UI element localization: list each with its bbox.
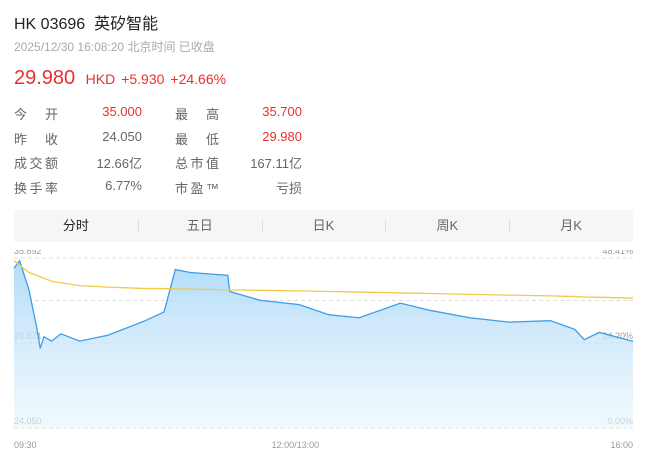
- y-tick-label: 35.692: [14, 250, 42, 256]
- stat-row: 昨收 24.050 最低 29.980: [14, 129, 314, 149]
- stat-value: 29.980: [262, 128, 302, 144]
- tab[interactable]: 周K: [385, 210, 509, 242]
- x-tick-label: 12:00/13:00: [272, 440, 320, 450]
- average-line: [13, 260, 634, 299]
- x-tick-label: 09:30: [14, 440, 37, 450]
- price-line: [13, 259, 634, 349]
- x-tick-label: 16:00: [610, 440, 633, 450]
- stat-label: 市盈™: [175, 180, 219, 196]
- stat-row: 成交额 12.66亿 总市值 167.11亿: [14, 153, 314, 173]
- price-area: [14, 260, 633, 428]
- y2-tick-label: 48.41%: [602, 250, 633, 256]
- tabs: 分时 五日 日K 周K 月K: [14, 210, 633, 242]
- change: +5.930: [121, 71, 165, 87]
- stat-label: 昨收: [14, 131, 58, 147]
- stat-value: 亏损: [275, 180, 302, 196]
- stat-value: 35.000: [102, 104, 142, 119]
- stat-label: 换手率: [14, 180, 58, 196]
- stock-name: 英矽智能: [94, 16, 159, 33]
- stat-label: 最低: [175, 131, 219, 147]
- stat-value: 6.77%: [105, 177, 142, 193]
- quote: 29.980 HKD +5.930 +24.66%: [14, 67, 232, 90]
- stat-value: 35.700: [262, 104, 302, 119]
- tab[interactable]: 日K: [261, 210, 386, 242]
- stat-label: 成交额: [14, 156, 58, 171]
- price: 29.980: [14, 67, 76, 89]
- y2-tick-label: 24.20%: [602, 331, 633, 341]
- tab[interactable]: 月K: [509, 210, 633, 242]
- title: HK 03696 英矽智能: [14, 10, 158, 34]
- stat-label: 今开: [14, 107, 58, 122]
- currency: HKD: [85, 71, 116, 87]
- stat-value: 167.11亿: [250, 156, 302, 171]
- tab[interactable]: 分时: [62, 218, 89, 233]
- tab[interactable]: 五日: [137, 210, 262, 242]
- stat-row: 今开 35.000 最高 35.700: [14, 104, 314, 124]
- change-pct: +24.66%: [170, 71, 227, 87]
- symbol: HK 03696: [14, 16, 86, 33]
- chart: 35.69229.87124.05048.41%24.20%0.00%09:30…: [13, 250, 634, 450]
- stat-label: 总市值: [175, 156, 219, 171]
- stat-value: 12.66亿: [96, 156, 142, 171]
- timestamp: 2025/12/30 16:08:20 北京时间 已收盘: [14, 40, 215, 54]
- stat-row: 换手率 6.77% 市盈™ 亏损: [14, 178, 314, 198]
- stat-label: 最高: [175, 107, 219, 122]
- stat-value: 24.050: [102, 128, 142, 144]
